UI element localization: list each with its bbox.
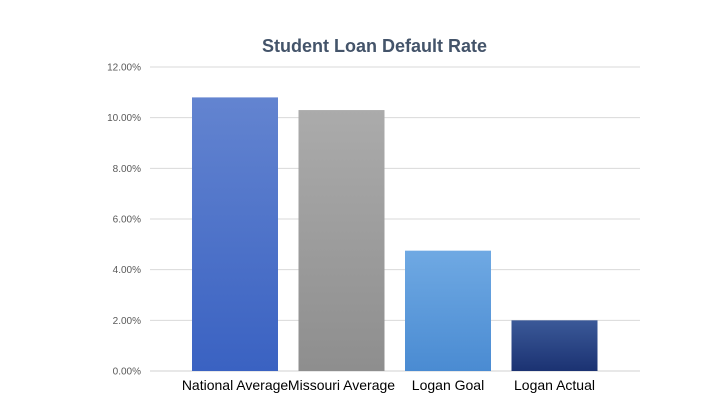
y-tick-label: 10.00% [107, 113, 141, 124]
chart-title: Student Loan Default Rate [261, 36, 487, 56]
x-tick-label: Logan Actual [514, 377, 595, 393]
x-tick-label: Logan Goal [412, 377, 484, 393]
y-tick-label: 8.00% [113, 164, 141, 175]
bar-national-average [192, 97, 278, 372]
y-axis-tick-labels: 0.00% 2.00% 4.00% 6.00% 8.00% 10.00% 12.00% [107, 63, 141, 378]
bar-logan-goal [405, 250, 491, 371]
y-tick-label: 0.00% [113, 367, 141, 378]
y-tick-label: 4.00% [113, 265, 141, 276]
x-tick-label: National Average [182, 377, 289, 393]
y-tick-label: 6.00% [113, 215, 141, 226]
bar-logan-actual [511, 320, 598, 371]
x-tick-label: Missouri Average [288, 377, 395, 393]
y-tick-label: 2.00% [113, 316, 141, 327]
bar-missouri-average [298, 110, 385, 372]
bars [192, 97, 598, 372]
y-tick-label: 12.00% [107, 63, 141, 74]
x-axis-category-labels: National Average Missouri Average Logan Go… [182, 377, 595, 393]
